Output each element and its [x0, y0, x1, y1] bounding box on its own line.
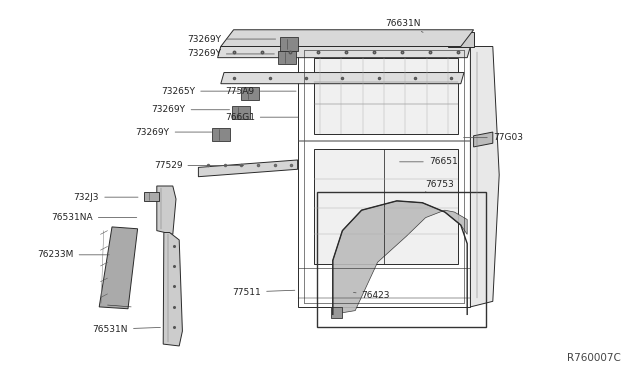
- Polygon shape: [470, 46, 499, 307]
- Polygon shape: [314, 58, 458, 134]
- Polygon shape: [474, 132, 493, 147]
- Text: 73269Y: 73269Y: [187, 49, 275, 58]
- Polygon shape: [331, 307, 342, 318]
- Text: 76631N: 76631N: [385, 19, 423, 32]
- Bar: [317, 192, 486, 327]
- Polygon shape: [144, 192, 159, 201]
- Polygon shape: [314, 149, 458, 264]
- Text: 76651: 76651: [399, 157, 458, 166]
- Polygon shape: [241, 87, 259, 100]
- Text: 73269Y: 73269Y: [136, 128, 212, 137]
- Polygon shape: [232, 106, 250, 119]
- Polygon shape: [448, 32, 474, 46]
- Text: 76753: 76753: [426, 180, 454, 192]
- Text: 73265Y: 73265Y: [161, 87, 239, 96]
- Polygon shape: [221, 30, 474, 46]
- Text: 766G1: 766G1: [225, 113, 298, 122]
- Text: 76531NA: 76531NA: [51, 213, 137, 222]
- Polygon shape: [99, 227, 138, 309]
- Text: 775A9: 775A9: [225, 87, 296, 96]
- Text: 76233M: 76233M: [37, 250, 109, 259]
- Polygon shape: [218, 46, 470, 58]
- Polygon shape: [278, 51, 296, 64]
- Text: 77529: 77529: [154, 161, 244, 170]
- Text: 73269Y: 73269Y: [187, 35, 276, 44]
- Text: 732J3: 732J3: [74, 193, 138, 202]
- Polygon shape: [212, 128, 230, 141]
- Polygon shape: [198, 160, 298, 177]
- Text: 76531N: 76531N: [93, 325, 161, 334]
- Text: 76423: 76423: [353, 291, 390, 300]
- Polygon shape: [163, 232, 182, 346]
- Polygon shape: [157, 186, 176, 234]
- Text: 77511: 77511: [232, 288, 295, 296]
- Polygon shape: [221, 73, 464, 84]
- Text: 77G03: 77G03: [463, 133, 523, 142]
- Polygon shape: [333, 201, 467, 314]
- Text: R760007C: R760007C: [567, 353, 621, 363]
- Polygon shape: [280, 37, 298, 51]
- Text: 73269Y: 73269Y: [152, 105, 230, 114]
